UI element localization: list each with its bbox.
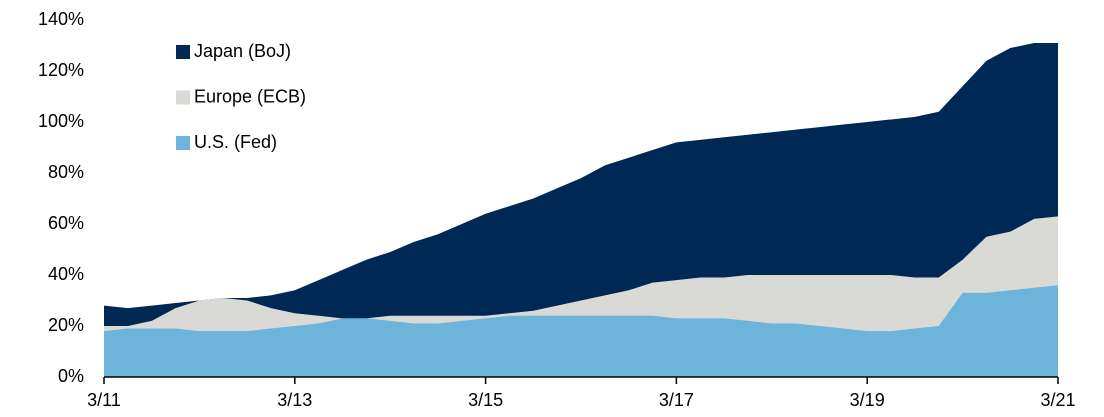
legend-swatch bbox=[176, 136, 190, 150]
y-tick-label: 120% bbox=[38, 60, 84, 80]
x-tick-label: 3/19 bbox=[850, 390, 885, 410]
x-tick-label: 3/15 bbox=[468, 390, 503, 410]
y-tick-label: 140% bbox=[38, 9, 84, 29]
y-tick-label: 60% bbox=[48, 213, 84, 233]
x-tick-label: 3/13 bbox=[277, 390, 312, 410]
legend-label: Europe (ECB) bbox=[194, 86, 306, 106]
y-tick-label: 40% bbox=[48, 264, 84, 284]
y-tick-label: 20% bbox=[48, 315, 84, 335]
x-tick-label: 3/11 bbox=[87, 390, 121, 410]
x-tick-label: 3/21 bbox=[1040, 390, 1075, 410]
legend-label: Japan (BoJ) bbox=[194, 41, 291, 61]
y-tick-label: 80% bbox=[48, 162, 84, 182]
legend-swatch bbox=[176, 45, 190, 59]
y-tick-label: 100% bbox=[38, 111, 84, 131]
x-tick-label: 3/17 bbox=[659, 390, 694, 410]
legend-swatch bbox=[176, 90, 190, 105]
area bbox=[104, 285, 1058, 377]
y-tick-label: 0% bbox=[58, 366, 84, 386]
legend-label: U.S. (Fed) bbox=[194, 132, 277, 152]
